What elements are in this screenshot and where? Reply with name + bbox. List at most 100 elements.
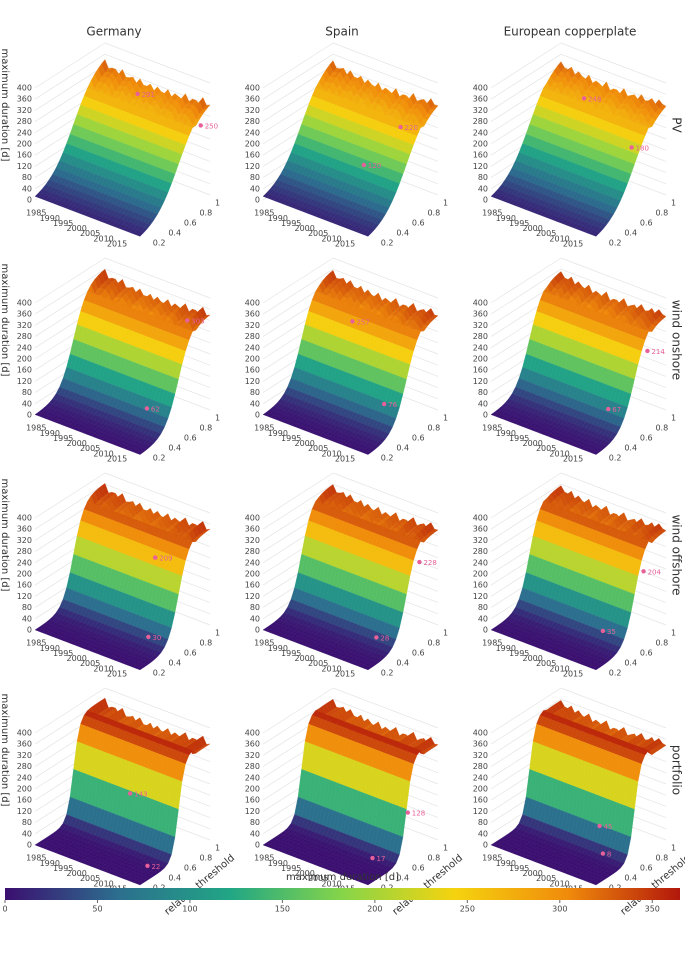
point-label: 209 — [159, 555, 172, 563]
point-marker — [581, 96, 587, 101]
z-tick-label: 240 — [245, 558, 260, 567]
point-label: 67 — [612, 406, 621, 414]
y-tick-label: 1 — [671, 414, 676, 423]
panel: 0408012016020024028032036040019851990199… — [0, 25, 220, 249]
point-label: 214 — [651, 348, 665, 356]
z-tick-label: 40 — [22, 184, 32, 193]
z-tick-label: 360 — [245, 310, 260, 319]
y-tick-label: 0.8 — [655, 209, 668, 218]
point-label: 303 — [191, 317, 204, 325]
surface-patch — [592, 231, 600, 237]
z-tick-label: 400 — [245, 299, 260, 308]
x-tick-label: 2005 — [80, 229, 100, 238]
z-tick-label: 400 — [245, 84, 260, 93]
z-tick-label: 0 — [27, 196, 32, 205]
z-tick-label: 0 — [255, 196, 260, 205]
z-tick-label: 400 — [473, 84, 488, 93]
z-tick-label: 320 — [245, 321, 260, 330]
y-tick-label: 0.4 — [396, 444, 409, 453]
z-tick-label: 360 — [473, 310, 488, 319]
z-tick-label: 360 — [245, 525, 260, 534]
point-label: 76 — [388, 401, 397, 409]
surface-patch — [364, 231, 372, 237]
z-tick-label: 320 — [245, 106, 260, 115]
z-tick-label: 360 — [473, 95, 488, 104]
panel: 0408012016020024028032036040019851990199… — [473, 25, 684, 249]
z-tick-label: 0 — [27, 411, 32, 420]
z-tick-label: 320 — [473, 321, 488, 330]
grid-line — [34, 65, 106, 111]
x-tick-label: 2010 — [93, 234, 113, 243]
y-tick-label: 1 — [215, 629, 220, 638]
z-tick-label: 360 — [17, 310, 32, 319]
y-tick-label: 0.8 — [199, 639, 212, 648]
x-tick-label: 2015 — [563, 454, 583, 463]
z-tick-label: 200 — [473, 355, 488, 364]
z-tick-label: 40 — [250, 399, 260, 408]
z-tick-label: 80 — [250, 388, 260, 397]
y-tick-label: 0.6 — [184, 649, 197, 658]
grid-line — [262, 53, 334, 100]
panel: 0408012016020024028032036040019851990199… — [245, 472, 448, 678]
panel: 0408012016020024028032036040019851990199… — [245, 257, 448, 463]
point-marker — [198, 123, 203, 128]
x-tick-label: 1985 — [26, 209, 46, 218]
x-tick-label: 1990 — [40, 214, 60, 223]
z-tick-label: 160 — [245, 366, 260, 375]
point-marker — [135, 91, 140, 97]
z-tick-label: 80 — [250, 603, 260, 612]
z-tick-label: 0 — [255, 411, 260, 420]
y-tick-label: 0.6 — [640, 219, 653, 228]
x-tick-label: 1995 — [281, 219, 301, 228]
y-tick-label: 0.6 — [412, 219, 425, 228]
z-tick-label: 240 — [17, 343, 32, 352]
y-tick-label: 0.6 — [184, 219, 197, 228]
panel: 0408012016020024028032036040019851990199… — [245, 25, 448, 249]
grid-line — [104, 42, 211, 84]
point-marker — [381, 401, 387, 407]
z-tick-label: 400 — [473, 299, 488, 308]
z-tick-label: 200 — [17, 355, 32, 364]
x-tick-label: 2005 — [536, 229, 556, 238]
point-label: 30 — [152, 634, 161, 642]
y-tick-label: 0.2 — [381, 239, 394, 248]
z-axis-title: maximum duration [d] — [0, 264, 10, 377]
z-tick-label: 400 — [17, 299, 32, 308]
z-tick-label: 160 — [245, 151, 260, 160]
x-tick-label: 1990 — [268, 214, 288, 223]
point-marker — [350, 319, 355, 324]
grid-line — [104, 257, 211, 299]
point-marker — [185, 318, 190, 323]
z-tick-label: 200 — [245, 140, 260, 149]
y-tick-label: 0.4 — [396, 229, 409, 238]
grid-line — [332, 53, 439, 95]
point-label: 220 — [405, 124, 418, 132]
z-tick-label: 320 — [245, 536, 260, 545]
y-tick-label: 0.4 — [168, 444, 181, 453]
z-tick-label: 240 — [17, 128, 32, 137]
z-tick-label: 240 — [473, 343, 488, 352]
z-tick-label: 360 — [245, 95, 260, 104]
y-tick-label: 0.2 — [153, 239, 166, 248]
x-tick-label: 2000 — [66, 224, 86, 233]
point-marker — [361, 162, 367, 168]
z-tick-label: 240 — [245, 128, 260, 137]
grid-line — [560, 53, 667, 95]
grid-line — [34, 268, 106, 315]
z-tick-label: 240 — [473, 128, 488, 137]
point-label: 257 — [356, 318, 369, 326]
x-tick-label: 1995 — [53, 219, 73, 228]
point-marker — [398, 124, 403, 130]
y-tick-label: 0.8 — [427, 209, 440, 218]
grid-line — [332, 42, 439, 84]
z-tick-label: 120 — [245, 162, 260, 171]
point-marker — [606, 406, 611, 412]
y-tick-label: 0.2 — [381, 454, 394, 463]
z-tick-label: 40 — [478, 399, 488, 408]
point-label: 291 — [142, 91, 155, 99]
z-tick-label: 80 — [478, 388, 488, 397]
z-tick-label: 280 — [245, 547, 260, 556]
z-tick-label: 40 — [250, 184, 260, 193]
z-tick-label: 400 — [245, 514, 260, 523]
